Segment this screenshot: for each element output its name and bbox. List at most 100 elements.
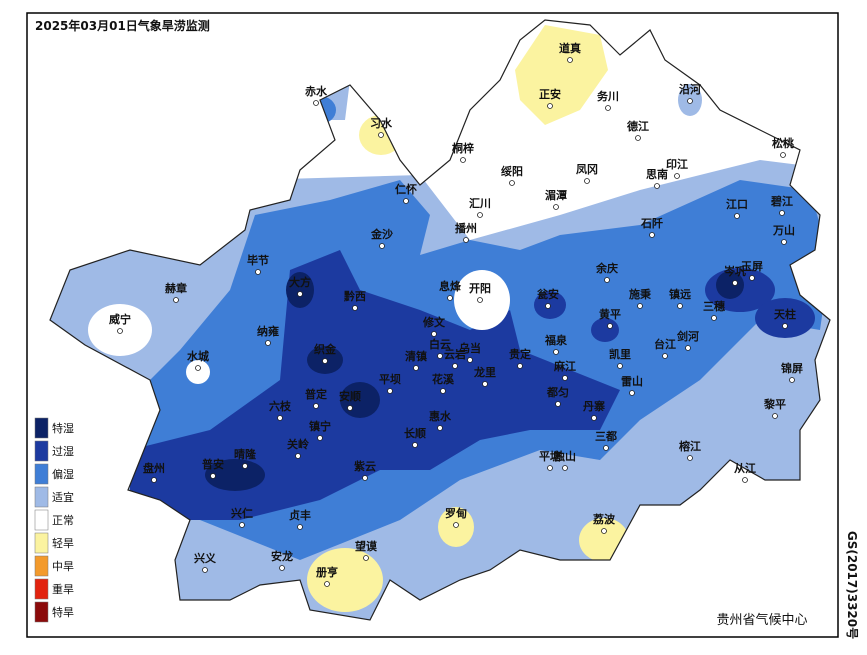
place-label: 修文 [422,315,446,329]
place-label: 汇川 [469,197,491,210]
legend-swatch [34,486,49,508]
place-label: 金沙 [370,227,393,241]
place-marker [403,198,409,204]
place-marker [782,323,788,329]
legend-label: 过湿 [52,445,74,458]
place-marker [413,365,419,371]
place-marker [347,405,353,411]
region-extreme-wet [205,459,265,491]
place-label: 天柱 [774,307,796,321]
place-marker [453,522,459,528]
place-label: 三都 [595,429,617,443]
place-marker [363,555,369,561]
place-label: 镇远 [669,287,691,301]
place-marker [460,157,466,163]
legend-label: 特旱 [52,605,74,619]
place-label: 晴隆 [234,447,257,461]
place-marker [555,401,561,407]
place-marker [440,388,446,394]
place-marker [447,295,453,301]
place-label: 紫云 [354,459,376,473]
place-marker [734,213,740,219]
region-light-drought [515,25,608,125]
place-label: 安顺 [339,389,361,403]
legend-swatch [34,601,49,623]
place-marker [322,358,328,364]
place-label: 台江 [654,337,676,351]
place-label: 江口 [726,197,748,211]
place-marker [317,435,323,441]
place-marker [547,103,553,109]
place-marker [584,178,590,184]
place-label: 赫章 [165,281,187,295]
region-very-wet [591,318,619,342]
legend-label: 重旱 [52,582,74,596]
place-label: 万山 [772,223,795,237]
place-marker [553,349,559,355]
place-label: 锦屏 [781,361,803,375]
place-label: 贞丰 [289,508,311,522]
place-marker [195,365,201,371]
region-light-drought [307,548,383,612]
place-label: 贵定 [509,347,531,361]
place-label: 福泉 [544,333,568,347]
place-marker [601,528,607,534]
place-label: 桐梓 [452,141,474,155]
place-label: 盘州 [143,461,165,475]
place-label: 乌当 [459,341,481,355]
place-label: 六枝 [269,399,292,413]
place-label: 长顺 [404,426,426,440]
legend-swatch [34,578,49,600]
place-marker [711,315,717,321]
place-label: 息烽 [439,279,462,293]
legend-label: 适宜 [52,490,74,504]
place-marker [517,363,523,369]
place-label: 石阡 [640,216,663,230]
region-extreme-wet [286,272,314,308]
place-label: 龙里 [473,365,496,379]
place-label: 黎平 [764,397,786,411]
place-label: 荔波 [592,512,616,526]
place-marker [467,357,473,363]
place-marker [509,180,515,186]
legend-label: 特湿 [52,421,74,435]
place-marker [553,204,559,210]
place-label: 凯里 [609,347,631,361]
place-label: 普定 [305,387,327,401]
place-marker [297,524,303,530]
place-label: 施秉 [629,287,652,301]
place-label: 瓮安 [537,287,559,301]
legend-swatch [34,417,49,439]
place-label: 松桃 [772,136,794,150]
place-label: 习水 [370,116,393,130]
place-marker [324,581,330,587]
place-label: 平塘 [539,449,561,463]
place-marker [732,280,738,286]
legend-swatch [34,509,49,531]
place-label: 清镇 [405,349,427,363]
place-marker [277,415,283,421]
region-normal [186,360,210,384]
place-label: 平坝 [379,372,401,386]
place-marker [378,132,384,138]
place-label: 威宁 [109,312,131,326]
place-marker [649,232,655,238]
place-label: 独山 [553,449,576,463]
place-marker [387,388,393,394]
place-marker [772,413,778,419]
place-marker [452,363,458,369]
place-label: 毕节 [247,253,269,267]
place-marker [352,305,358,311]
place-marker [637,303,643,309]
place-marker [567,57,573,63]
place-label: 云岩 [444,347,466,361]
legend-label: 中旱 [52,560,74,573]
place-marker [674,173,680,179]
place-marker [295,453,301,459]
place-label: 麻江 [553,359,576,373]
place-marker [562,375,568,381]
place-label: 玉屏 [741,260,763,273]
place-marker [779,210,785,216]
place-marker [677,303,683,309]
